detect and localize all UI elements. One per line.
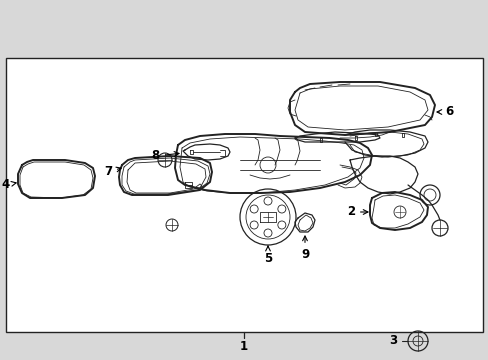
Text: 7: 7	[103, 166, 121, 179]
Text: 3: 3	[388, 334, 396, 347]
Bar	[6, 58, 482, 332]
Text: 4: 4	[2, 179, 16, 192]
Text: 1: 1	[240, 339, 247, 352]
Text: 2: 2	[346, 206, 367, 219]
Text: 9: 9	[300, 236, 308, 261]
Text: 8: 8	[151, 149, 179, 162]
Text: 6: 6	[436, 105, 452, 118]
Text: 5: 5	[264, 246, 271, 265]
